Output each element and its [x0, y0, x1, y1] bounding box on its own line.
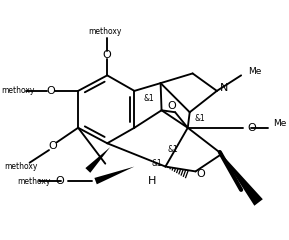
Polygon shape: [85, 147, 110, 173]
Text: methoxy: methoxy: [17, 177, 50, 186]
Text: O: O: [197, 169, 205, 179]
Text: O: O: [49, 141, 57, 151]
Text: O: O: [47, 86, 55, 96]
Text: methoxy: methoxy: [1, 86, 35, 95]
Text: O: O: [103, 50, 112, 60]
Text: methoxy: methoxy: [4, 162, 38, 171]
Text: &1: &1: [194, 114, 205, 123]
Text: Me: Me: [273, 119, 286, 128]
Text: H: H: [148, 176, 156, 186]
Text: &1: &1: [151, 159, 162, 168]
Text: &1: &1: [168, 145, 179, 154]
Text: O: O: [247, 123, 256, 133]
Text: O: O: [168, 102, 177, 111]
Text: methoxy: methoxy: [89, 27, 122, 36]
Text: Me: Me: [248, 67, 261, 76]
Text: O: O: [56, 176, 64, 186]
Polygon shape: [220, 152, 263, 206]
Text: &1: &1: [144, 94, 154, 103]
Text: N: N: [219, 83, 228, 93]
Polygon shape: [95, 167, 134, 184]
